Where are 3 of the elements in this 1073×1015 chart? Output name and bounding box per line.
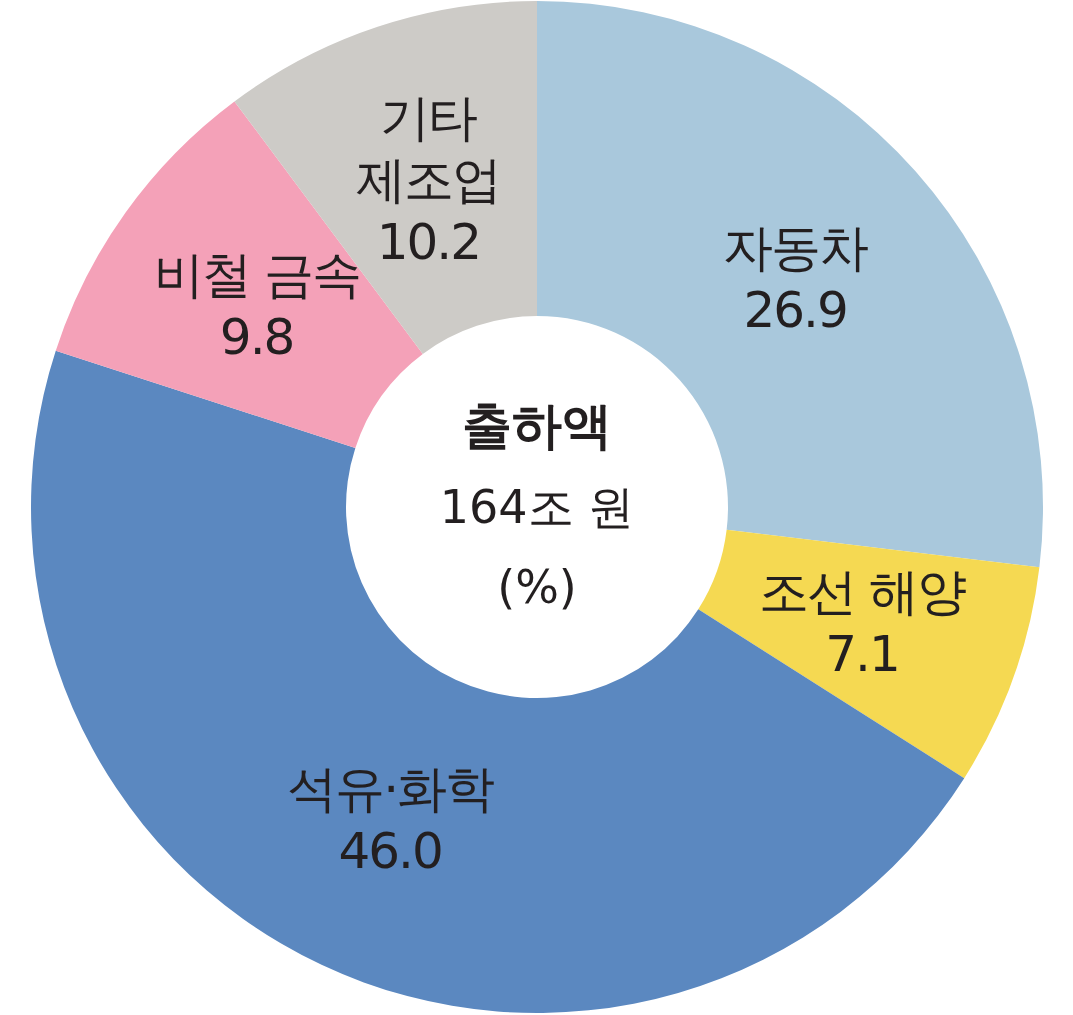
text: (%) xyxy=(497,560,577,614)
text: 164조 원 xyxy=(439,480,635,534)
text: 출하액 xyxy=(462,397,612,455)
